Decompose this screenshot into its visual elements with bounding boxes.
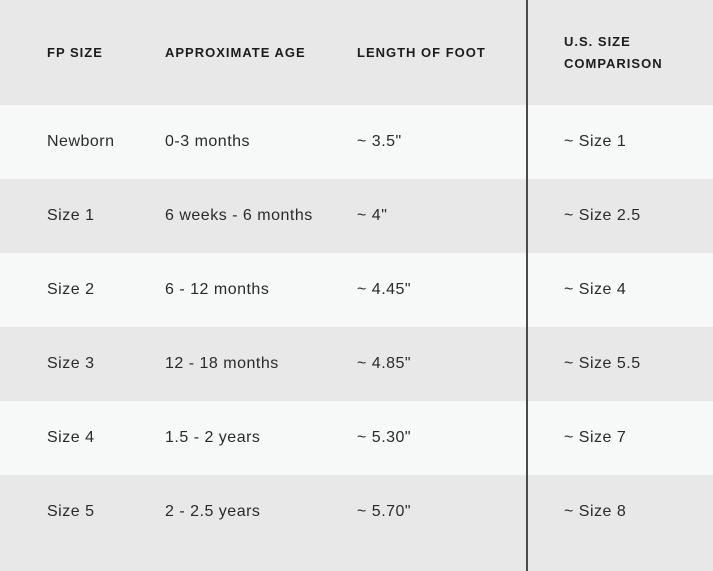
column-header-us-size-comparison: U.S. SIZE COMPARISON xyxy=(564,33,663,71)
cell-length-of-foot: ~ 4" xyxy=(357,207,388,224)
cell-approximate-age: 12 - 18 months xyxy=(165,355,279,372)
cell-approximate-age: 6 - 12 months xyxy=(165,281,270,298)
table-footer-spacer xyxy=(0,549,713,571)
cell-fp-size: Size 2 xyxy=(47,281,95,298)
cell-approximate-age: 6 weeks - 6 months xyxy=(165,207,313,224)
table-row-size-3: Size 3 12 - 18 months ~ 4.85" ~ Size 5.5 xyxy=(0,327,713,401)
cell-us-size: ~ Size 8 xyxy=(564,503,627,520)
table-row-size-4: Size 4 1.5 - 2 years ~ 5.30" ~ Size 7 xyxy=(0,401,713,475)
cell-us-size: ~ Size 1 xyxy=(564,133,627,150)
cell-length-of-foot: ~ 5.70" xyxy=(357,503,412,520)
column-header-length-of-foot: LENGTH OF FOOT xyxy=(357,44,486,60)
cell-length-of-foot: ~ 3.5" xyxy=(357,133,402,150)
cell-us-size: ~ Size 5.5 xyxy=(564,355,641,372)
cell-length-of-foot: ~ 5.30" xyxy=(357,429,412,446)
table-header-row: FP SIZE APPROXIMATE AGE LENGTH OF FOOT U… xyxy=(0,0,713,105)
cell-length-of-foot: ~ 4.45" xyxy=(357,281,412,298)
cell-fp-size: Size 1 xyxy=(47,207,95,224)
cell-us-size: ~ Size 2.5 xyxy=(564,207,641,224)
cell-approximate-age: 0-3 months xyxy=(165,133,251,150)
cell-us-size: ~ Size 7 xyxy=(564,429,627,446)
column-divider xyxy=(526,0,528,571)
table-row-newborn: Newborn 0-3 months ~ 3.5" ~ Size 1 xyxy=(0,105,713,179)
cell-us-size: ~ Size 4 xyxy=(564,281,627,298)
cell-fp-size: Newborn xyxy=(47,133,115,150)
column-header-approximate-age: APPROXIMATE AGE xyxy=(165,44,306,60)
table-row-size-2: Size 2 6 - 12 months ~ 4.45" ~ Size 4 xyxy=(0,253,713,327)
cell-length-of-foot: ~ 4.85" xyxy=(357,355,412,372)
table-row-size-5: Size 5 2 - 2.5 years ~ 5.70" ~ Size 8 xyxy=(0,475,713,549)
cell-approximate-age: 1.5 - 2 years xyxy=(165,429,261,446)
cell-approximate-age: 2 - 2.5 years xyxy=(165,503,261,520)
column-header-fp-size: FP SIZE xyxy=(47,44,103,60)
table-row-size-1: Size 1 6 weeks - 6 months ~ 4" ~ Size 2.… xyxy=(0,179,713,253)
cell-fp-size: Size 3 xyxy=(47,355,95,372)
cell-fp-size: Size 4 xyxy=(47,429,95,446)
cell-fp-size: Size 5 xyxy=(47,503,95,520)
